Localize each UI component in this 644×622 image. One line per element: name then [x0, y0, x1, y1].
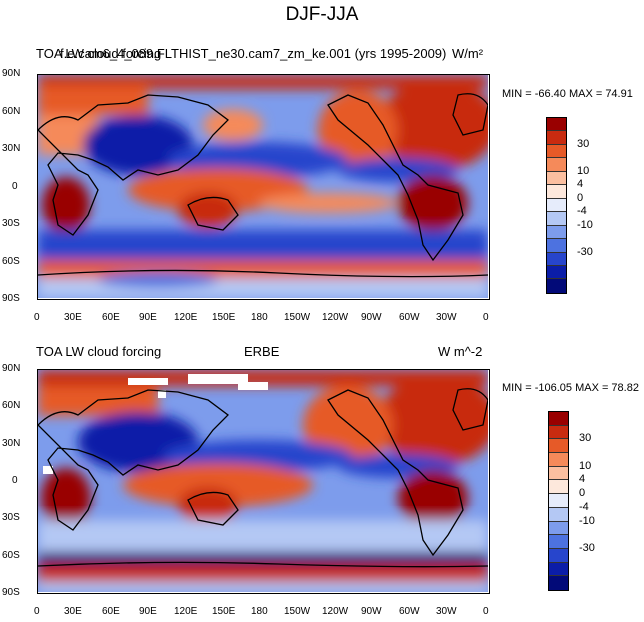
colorbar-swatch — [547, 171, 566, 186]
colorbar-swatch — [549, 521, 568, 536]
p2-lon-label: 30W — [436, 606, 457, 617]
colorbar1-label: -4 — [577, 205, 587, 218]
panel2-missing-data — [43, 374, 268, 474]
p1-lat-label: 60S — [2, 256, 20, 267]
panel1-coastlines — [38, 93, 489, 278]
p1-lon-label: 90W — [361, 312, 382, 323]
colorbar1-label: -30 — [577, 245, 593, 258]
panel2-left-title: TOA LW cloud forcing — [36, 344, 162, 359]
panel2-map — [37, 369, 490, 594]
p2-lat-label: 30N — [2, 438, 21, 449]
colorbar-swatch — [547, 144, 566, 159]
panel2-map-field — [38, 370, 489, 592]
p2-lon-label: 30E — [64, 606, 82, 617]
colorbar-swatch — [547, 118, 566, 132]
p1-lon-label: 150W — [284, 312, 311, 323]
colorbar-swatch — [547, 158, 566, 172]
panel2-min-max: MIN = -106.05 MAX = 78.82 — [502, 382, 639, 394]
colorbar-swatch — [547, 212, 566, 226]
p1-lat-label: 90S — [2, 293, 20, 304]
p2-lat-label: 60S — [2, 550, 20, 561]
colorbar-swatch — [549, 466, 568, 481]
panel1-units: W/m² — [452, 46, 484, 61]
colorbar2-label: -10 — [579, 514, 595, 527]
p2-lon-label: 60E — [102, 606, 120, 617]
p2-lat-label: 0 — [12, 475, 18, 486]
colorbar2-label: 4 — [579, 473, 586, 486]
colorbar2-label: -30 — [579, 541, 595, 554]
p1-lon-label: 60W — [399, 312, 420, 323]
colorbar2-label: 30 — [579, 432, 592, 445]
panel1-colorbar — [546, 117, 567, 294]
colorbar-swatch — [549, 562, 568, 577]
p2-lat-label: 90S — [2, 587, 20, 598]
colorbar-swatch — [549, 412, 568, 426]
panel2-colorbar — [548, 411, 569, 591]
colorbar-swatch — [549, 576, 568, 590]
p2-lat-label: 90N — [2, 363, 21, 374]
colorbar-swatch — [547, 279, 566, 293]
p2-lon-label: 180 — [251, 606, 268, 617]
panel1-center-title: f.e.cam6_4_089.FLTHIST_ne30.cam7_zm_ke.0… — [60, 46, 447, 61]
panel2-coastlines — [38, 388, 489, 568]
p1-lat-label: 0 — [12, 181, 18, 192]
p1-lat-label: 60N — [2, 106, 21, 117]
p2-lon-label: 120W — [322, 606, 349, 617]
p2-lon-label: 150E — [212, 606, 236, 617]
p2-lon-label: 90W — [361, 606, 382, 617]
p1-lon-label: 120W — [322, 312, 349, 323]
p1-lon-label: 120E — [174, 312, 198, 323]
colorbar-swatch — [549, 494, 568, 508]
colorbar-swatch — [547, 239, 566, 253]
p2-lon-label: 120E — [174, 606, 198, 617]
p2-lon-label: 150W — [284, 606, 311, 617]
p1-lon-label: 90E — [139, 312, 157, 323]
colorbar1-label: 4 — [577, 178, 584, 191]
colorbar-swatch — [549, 507, 568, 522]
p2-lon-label: 60W — [399, 606, 420, 617]
p1-lon-label: 30W — [436, 312, 457, 323]
panel1-map-field — [38, 75, 489, 298]
p1-lon-label: 180 — [251, 312, 268, 323]
colorbar1-label: 0 — [577, 191, 584, 204]
colorbar-swatch — [547, 265, 566, 280]
colorbar-swatch — [547, 252, 566, 266]
p1-lon-label: 60E — [102, 312, 120, 323]
colorbar1-label: 10 — [577, 164, 590, 177]
p2-lat-label: 60N — [2, 400, 21, 411]
colorbar-swatch — [547, 131, 566, 145]
p1-lon-label: 0 — [34, 312, 40, 323]
panel1-min-max: MIN = -66.40 MAX = 74.91 — [502, 88, 633, 100]
colorbar-swatch — [549, 425, 568, 440]
p2-lon-label: 0 — [483, 606, 489, 617]
p1-lat-label: 30N — [2, 143, 21, 154]
colorbar2-label: 0 — [579, 487, 586, 500]
colorbar-swatch — [549, 535, 568, 549]
colorbar1-label: 30 — [577, 137, 590, 150]
colorbar-swatch — [547, 198, 566, 213]
colorbar2-label: -4 — [579, 500, 589, 513]
p1-lon-label: 150E — [212, 312, 236, 323]
panel1-map — [37, 74, 490, 300]
figure-title: DJF-JJA — [285, 4, 359, 25]
p1-lon-label: 0 — [483, 312, 489, 323]
p2-lon-label: 90E — [139, 606, 157, 617]
panel2-units: W m^-2 — [438, 344, 483, 359]
p2-lon-label: 0 — [34, 606, 40, 617]
p1-lat-label: 90N — [2, 68, 21, 79]
colorbar2-label: 10 — [579, 459, 592, 472]
colorbar-swatch — [549, 548, 568, 563]
p1-lon-label: 30E — [64, 312, 82, 323]
colorbar-swatch — [549, 480, 568, 495]
panel2-center-title: ERBE — [244, 344, 280, 359]
p2-lat-label: 30S — [2, 512, 20, 523]
colorbar-swatch — [549, 439, 568, 454]
p1-lat-label: 30S — [2, 218, 20, 229]
panel1-left-title: TOA LW cloud forcing — [36, 46, 162, 61]
colorbar-swatch — [549, 453, 568, 467]
colorbar-swatch — [547, 225, 566, 240]
colorbar1-label: -10 — [577, 218, 593, 231]
colorbar-swatch — [547, 185, 566, 199]
